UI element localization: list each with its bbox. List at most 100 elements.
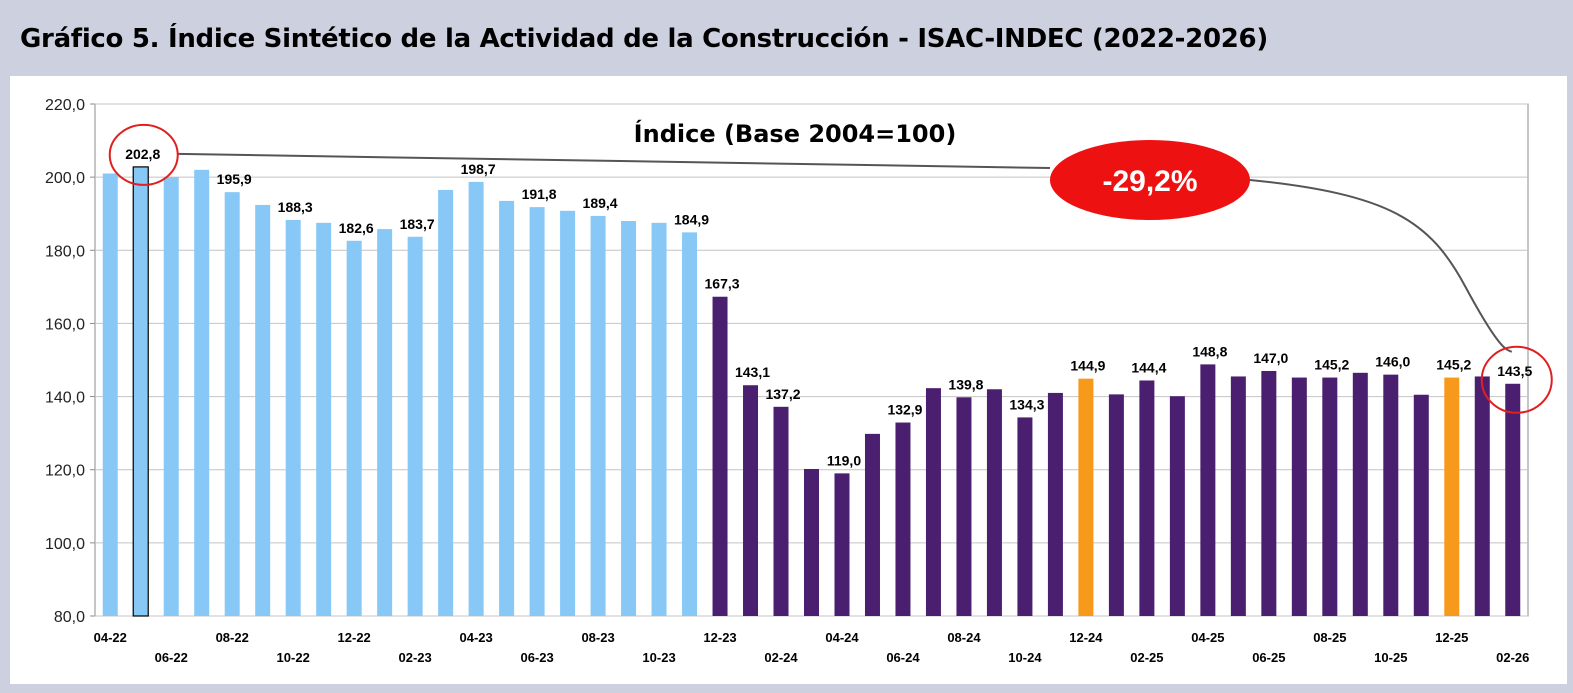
chart-panel: 80,0 100,0 120,0 140,0 160,0 180,0 200,0 220,0 … — [10, 76, 1567, 684]
data-label-06-25: 147,0 — [1253, 350, 1288, 366]
bar-01-24 — [743, 385, 759, 616]
data-label-08-22: 195,9 — [217, 171, 252, 187]
badge-label: -29,2% — [1102, 165, 1197, 198]
data-label-06-24: 132,9 — [887, 402, 922, 418]
bar-11-24 — [1047, 392, 1063, 616]
bar-04-22 — [102, 173, 118, 616]
x-tick-label: 10-24 — [1008, 650, 1042, 665]
bar-06-23 — [529, 207, 545, 617]
x-tick-label: 02-23 — [399, 650, 432, 665]
bar-02-23 — [407, 236, 423, 617]
bar-04-24 — [834, 473, 850, 616]
bar-12-23 — [712, 296, 728, 616]
data-label-12-23: 167,3 — [705, 276, 740, 292]
data-label-10-25: 146,0 — [1375, 354, 1410, 370]
bar-08-25 — [1322, 377, 1338, 616]
x-tick-label: 04-23 — [459, 630, 492, 645]
badge-ellipse — [1050, 140, 1250, 220]
x-tick-label: 12-25 — [1435, 630, 1468, 645]
bar-01-25 — [1108, 394, 1124, 616]
highlight-circles — [108, 123, 1553, 414]
bar-05-24 — [864, 433, 880, 616]
bar-11-23 — [682, 232, 698, 616]
x-tick-label: 08-23 — [581, 630, 614, 645]
bar-05-22 — [132, 166, 149, 617]
x-axis-ticks: 04-22 06-22 08-22 10-22 12-22 02-23 04-23 06-23… — [94, 630, 1530, 665]
y-tick-label: 220,0 — [45, 97, 85, 114]
bar-10-22 — [285, 219, 301, 616]
bar-01-26 — [1474, 376, 1490, 616]
x-tick-label: 02-24 — [764, 650, 798, 665]
bar-01-23 — [377, 229, 393, 616]
bar-chart: 80,0100,0120,0140,0160,0180,0200,0220,0 … — [45, 97, 1553, 665]
bar-09-24 — [986, 389, 1002, 616]
bar-07-24 — [925, 388, 941, 616]
data-label-04-25: 148,8 — [1192, 343, 1227, 359]
bar-12-25 — [1444, 377, 1460, 616]
y-axis-ticks: 80,0 100,0 120,0 140,0 160,0 180,0 200,0 220,0 — [45, 97, 95, 626]
y-tick-label: 80,0 — [54, 609, 85, 626]
bar-03-23 — [438, 189, 454, 616]
data-label-04-23: 198,7 — [461, 161, 496, 177]
x-tick-label: 10-23 — [642, 650, 675, 665]
data-label-12-25: 145,2 — [1436, 357, 1471, 373]
connector-line — [177, 152, 1513, 353]
x-tick-label: 10-25 — [1374, 650, 1407, 665]
bar-03-25 — [1169, 396, 1185, 616]
x-tick-label: 02-26 — [1496, 650, 1529, 665]
bar-11-25 — [1413, 394, 1429, 616]
bar-08-24 — [956, 397, 972, 616]
data-label-02-26: 143,5 — [1497, 363, 1532, 379]
bar-10-24 — [1017, 417, 1033, 616]
data-label-02-24: 137,2 — [765, 386, 800, 402]
data-label-06-23: 191,8 — [522, 186, 557, 202]
bar-03-24 — [804, 468, 819, 616]
x-tick-label: 10-22 — [277, 650, 310, 665]
bar-10-25 — [1383, 374, 1399, 616]
bar-12-24 — [1078, 378, 1094, 616]
title-bar: Gráfico 5. Índice Sintético de la Activi… — [0, 0, 1573, 76]
x-tick-label: 08-25 — [1313, 630, 1346, 645]
data-label-08-23: 189,4 — [583, 195, 618, 211]
bar-06-22 — [163, 177, 179, 616]
data-label-05-22: 202,8 — [125, 146, 160, 162]
data-label-02-25: 144,4 — [1131, 359, 1166, 375]
x-tick-label: 04-24 — [825, 630, 859, 645]
x-tick-label: 12-22 — [338, 630, 371, 645]
grid-lines — [95, 103, 1528, 617]
x-tick-label: 06-23 — [520, 650, 553, 665]
bar-08-23 — [590, 215, 606, 616]
bar-09-22 — [255, 204, 271, 617]
y-tick-label: 180,0 — [45, 243, 85, 260]
bar-06-24 — [895, 422, 911, 616]
x-tick-label: 08-22 — [216, 630, 249, 645]
x-tick-label: 04-25 — [1191, 630, 1224, 645]
change-connector — [177, 152, 1513, 353]
x-tick-label: 08-24 — [947, 630, 981, 645]
bar-09-25 — [1352, 372, 1368, 616]
data-label-11-23: 184,9 — [674, 211, 709, 227]
bar-08-22 — [224, 192, 240, 616]
bar-02-24 — [773, 406, 789, 616]
bar-09-23 — [621, 221, 637, 616]
data-label-04-24: 119,0 — [827, 452, 861, 468]
bars — [102, 166, 1521, 617]
bar-02-26 — [1505, 383, 1521, 616]
bar-04-23 — [468, 181, 484, 616]
bar-02-25 — [1139, 380, 1155, 616]
bar-07-22 — [194, 169, 210, 616]
bar-05-25 — [1230, 376, 1246, 616]
data-label-12-22: 182,6 — [339, 220, 374, 236]
data-labels: 202,8 195,9 188,3 182,6 183,7 198,7 191,8 189,4… — [125, 146, 1532, 468]
y-tick-label: 140,0 — [45, 390, 85, 407]
bar-04-25 — [1200, 364, 1216, 616]
x-tick-label: 02-25 — [1130, 650, 1163, 665]
bar-07-25 — [1291, 377, 1307, 616]
x-tick-label: 12-23 — [703, 630, 736, 645]
bar-05-23 — [499, 200, 515, 616]
bar-11-22 — [316, 222, 332, 616]
x-tick-label: 06-22 — [155, 650, 188, 665]
highlight-circle-end — [1480, 345, 1553, 414]
x-tick-label: 04-22 — [94, 630, 127, 645]
chart-title: Índice (Base 2004=100) — [634, 119, 957, 148]
